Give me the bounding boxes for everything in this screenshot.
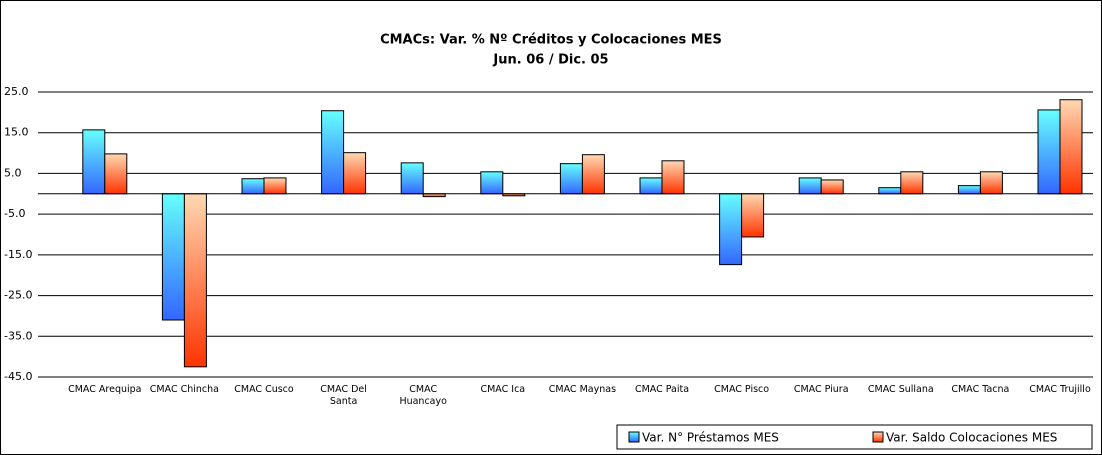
bar <box>798 177 822 195</box>
bar <box>104 153 128 195</box>
chart-title: CMACs: Var. % Nº Créditos y Colocaciones… <box>380 33 722 48</box>
bar <box>321 110 345 195</box>
bar <box>639 177 663 195</box>
bar <box>878 187 902 195</box>
y-tick-label: 5.0 <box>4 166 22 179</box>
bar <box>661 160 685 195</box>
x-tick-label: CMAC Huancayo <box>399 384 447 407</box>
x-tick-label: CMAC Sullana <box>867 384 934 395</box>
bar <box>183 193 207 368</box>
x-tick-label: CMAC Maynas <box>548 384 617 395</box>
x-tick-label: CMAC Ica <box>480 384 526 395</box>
x-tick-label: CMAC Paita <box>634 384 690 395</box>
legend-swatch <box>628 431 640 443</box>
bar <box>241 178 265 195</box>
legend-swatch <box>872 431 884 443</box>
bar <box>900 171 924 195</box>
y-tick-label: -5.0 <box>4 207 25 220</box>
bar <box>559 163 583 195</box>
bar <box>741 193 765 238</box>
bar <box>1037 109 1061 195</box>
y-tick-label: -15.0 <box>4 248 32 261</box>
bar <box>957 185 981 195</box>
x-tick-label: CMAC Arequipa <box>68 384 142 395</box>
legend-label: Var. N° Préstamos MES <box>642 431 779 445</box>
chart-subtitle: Jun. 06 / Dic. 05 <box>492 53 608 68</box>
x-tick-label: CMAC Pisco <box>714 384 770 395</box>
y-tick-label: -35.0 <box>4 329 32 342</box>
y-tick-label: -45.0 <box>4 370 32 383</box>
bar <box>581 154 605 195</box>
bar <box>400 162 424 195</box>
bar <box>343 152 367 195</box>
y-tick-label: -25.0 <box>4 289 32 302</box>
x-tick-label: CMAC Del Santa <box>320 384 367 407</box>
x-tick-label: CMAC Chincha <box>149 384 219 395</box>
x-tick-label: CMAC Cusco <box>234 384 294 395</box>
legend-label: Var. Saldo Colocaciones MES <box>886 431 1057 445</box>
bar <box>161 193 185 321</box>
x-tick-label: CMAC Tacna <box>951 384 1010 395</box>
y-tick-label: 15.0 <box>4 126 29 139</box>
bar <box>1059 99 1083 195</box>
bar <box>820 179 844 195</box>
x-tick-label: CMAC Trujillo <box>1029 384 1091 395</box>
y-tick-label: 25.0 <box>4 85 29 98</box>
x-tick-label: CMAC Piura <box>793 384 849 395</box>
bar <box>82 129 106 195</box>
bar <box>263 177 287 195</box>
bar <box>979 171 1003 195</box>
bar <box>719 193 743 266</box>
bar <box>480 171 504 195</box>
legend-box <box>616 424 1093 450</box>
